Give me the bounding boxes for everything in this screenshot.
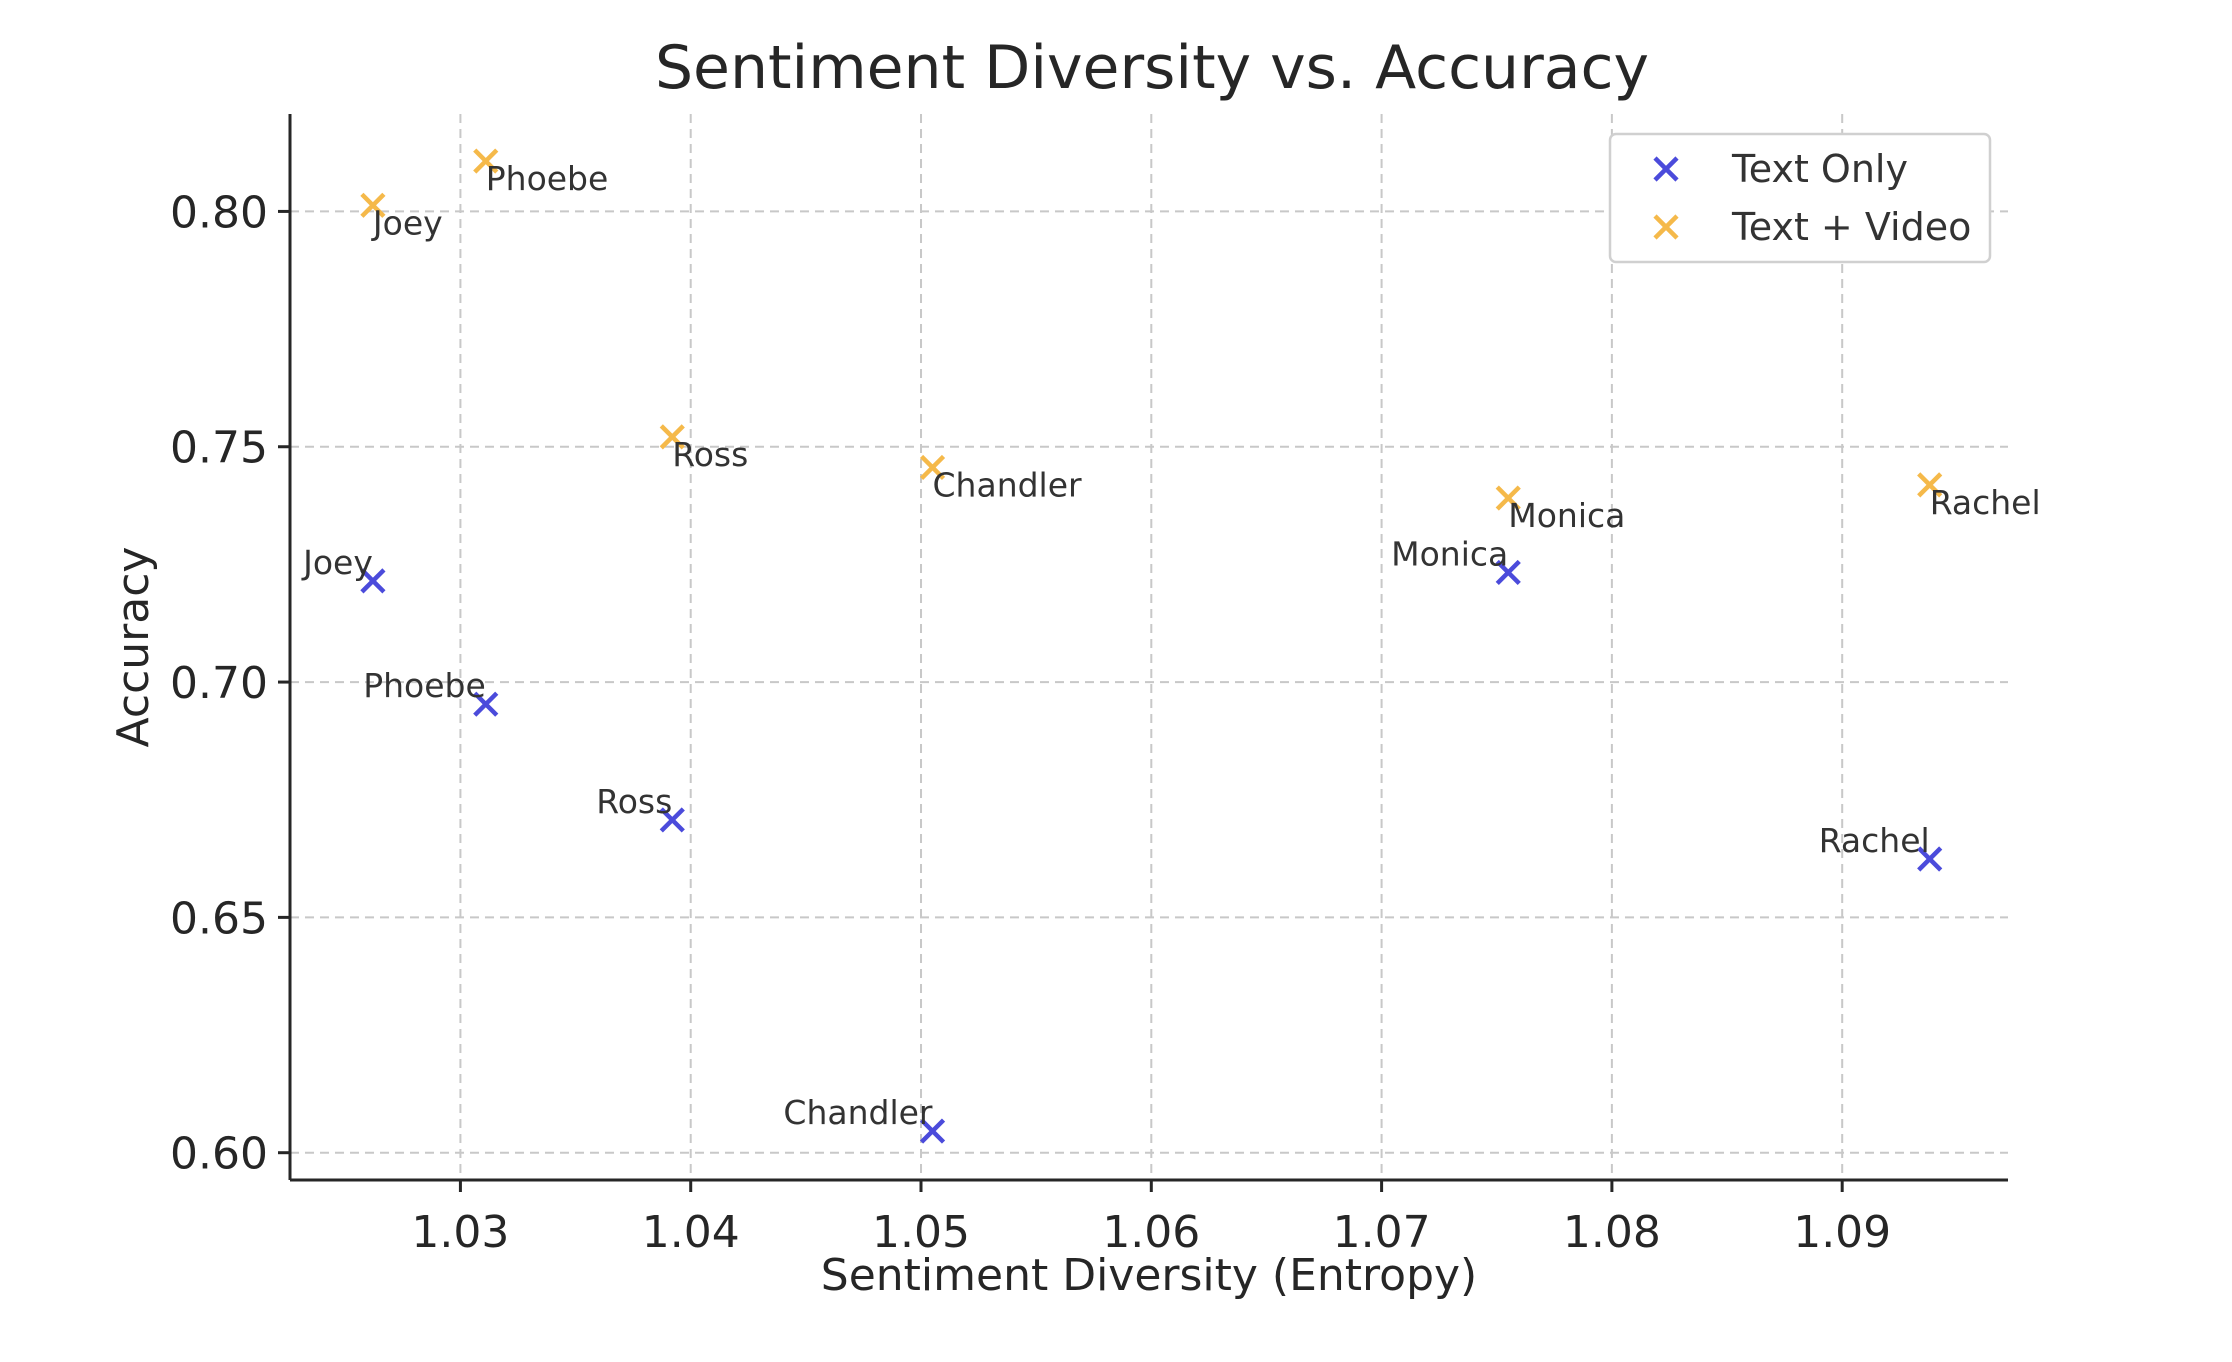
legend: Text Only Text + Video bbox=[1608, 132, 1992, 264]
y-tick-label: 0.60 bbox=[170, 1129, 268, 1180]
x-tick-label: 1.09 bbox=[1793, 1207, 1891, 1258]
legend-marker bbox=[1653, 156, 1679, 182]
data-point-label: Phoebe bbox=[363, 666, 486, 705]
data-point-marker bbox=[360, 568, 386, 594]
data-point-label: Chandler bbox=[783, 1093, 933, 1132]
legend-marker bbox=[1653, 214, 1679, 240]
x-ticks: 1.03 1.04 1.05 1.06 1.07 1.08 1.09 bbox=[411, 1180, 1891, 1258]
data-point-label: Rachel bbox=[1819, 821, 1930, 860]
x-tick-label: 1.03 bbox=[411, 1207, 509, 1258]
legend-box bbox=[1608, 132, 1992, 264]
data-point-marker bbox=[473, 691, 499, 717]
data-point-label: Monica bbox=[1508, 496, 1625, 535]
legend-label: Text + Video bbox=[1731, 205, 1971, 249]
data-point-marker bbox=[1917, 472, 1943, 498]
x-tick-label: 1.08 bbox=[1563, 1207, 1661, 1258]
legend-label: Text Only bbox=[1731, 147, 1908, 191]
data-point-label: Ross bbox=[596, 782, 672, 821]
y-tick-label: 0.75 bbox=[170, 423, 268, 474]
data-point-label: Ross bbox=[672, 435, 748, 474]
data-point-marker bbox=[473, 148, 499, 174]
data-point-marker bbox=[360, 192, 386, 218]
chart-title: Sentiment Diversity vs. Accuracy bbox=[655, 33, 1649, 103]
data-point-label: Monica bbox=[1391, 534, 1508, 573]
y-tick-label: 0.65 bbox=[170, 893, 268, 944]
y-axis-label: Accuracy bbox=[108, 547, 159, 748]
y-tick-label: 0.70 bbox=[170, 658, 268, 709]
x-tick-label: 1.05 bbox=[872, 1207, 970, 1258]
x-tick-label: 1.04 bbox=[642, 1207, 740, 1258]
data-point-marker bbox=[1495, 485, 1521, 511]
x-tick-label: 1.07 bbox=[1333, 1207, 1431, 1258]
data-points: Joey Phoebe Ross Chandler Monica Rachel Joey Ph… bbox=[301, 148, 2041, 1144]
data-point-marker bbox=[919, 454, 946, 481]
x-axis-label: Sentiment Diversity (Entropy) bbox=[821, 1250, 1477, 1301]
data-point-marker bbox=[919, 1118, 946, 1144]
data-point-marker bbox=[1917, 846, 1943, 872]
y-ticks: 0.60 0.65 0.70 0.75 0.80 bbox=[170, 187, 290, 1180]
data-point-marker bbox=[1495, 559, 1521, 585]
data-point-label: Rachel bbox=[1930, 483, 2041, 522]
data-point-marker bbox=[659, 424, 685, 450]
x-tick-label: 1.06 bbox=[1102, 1207, 1200, 1258]
data-point-label: Phoebe bbox=[486, 159, 609, 198]
data-point-label: Joey bbox=[301, 543, 373, 582]
data-point-label: Joey bbox=[371, 203, 443, 242]
data-point-marker bbox=[659, 807, 685, 833]
y-tick-label: 0.80 bbox=[170, 187, 268, 238]
data-point-label: Chandler bbox=[933, 465, 1083, 504]
